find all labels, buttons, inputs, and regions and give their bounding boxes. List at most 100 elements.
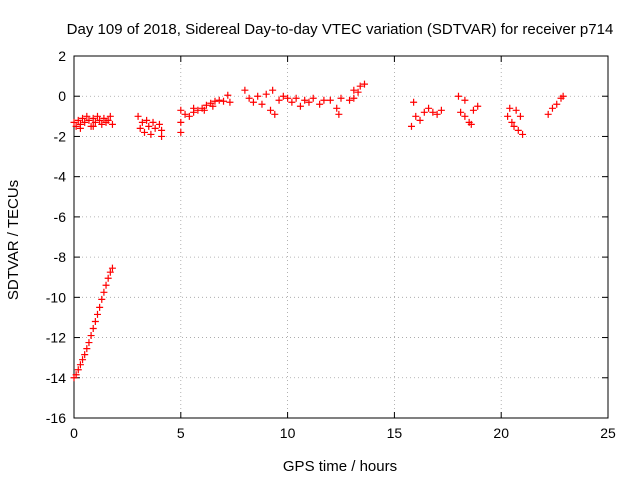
data-point-marker — [89, 325, 97, 333]
data-point-marker — [108, 264, 116, 272]
data-point-marker — [93, 112, 101, 120]
data-point-marker — [72, 122, 80, 130]
data-point-marker — [93, 310, 101, 318]
data-point-marker — [140, 128, 148, 136]
data-points — [70, 80, 567, 382]
y-tick-label: -4 — [54, 169, 67, 185]
data-point-marker — [461, 96, 469, 104]
data-point-marker — [200, 106, 208, 114]
data-point-marker — [275, 96, 283, 104]
data-point-marker — [155, 120, 163, 128]
data-point-marker — [407, 122, 415, 130]
data-point-marker — [410, 98, 418, 106]
data-point-marker — [224, 91, 232, 99]
data-point-marker — [147, 130, 155, 138]
data-point-marker — [136, 124, 144, 132]
data-point-marker — [429, 108, 437, 116]
data-point-marker — [301, 96, 309, 104]
data-point-marker — [292, 94, 300, 102]
data-point-marker — [143, 116, 151, 124]
data-point-marker — [454, 92, 462, 100]
x-tick-label: 10 — [280, 425, 296, 441]
data-point-marker — [245, 94, 253, 102]
data-point-marker — [76, 361, 84, 369]
data-point-marker — [87, 332, 95, 340]
data-point-marker — [81, 118, 89, 126]
x-tick-label: 0 — [70, 425, 78, 441]
data-point-marker — [106, 268, 114, 276]
data-point-marker — [190, 104, 198, 112]
data-point-marker — [346, 96, 354, 104]
x-tick-label: 25 — [600, 425, 616, 441]
data-point-marker — [149, 118, 157, 126]
data-point-marker — [181, 110, 189, 118]
data-point-marker — [108, 120, 116, 128]
data-point-marker — [320, 96, 328, 104]
data-point-marker — [96, 303, 104, 311]
data-point-marker — [437, 106, 445, 114]
data-point-marker — [194, 106, 202, 114]
data-point-marker — [81, 351, 89, 359]
data-point-marker — [70, 118, 78, 126]
data-point-marker — [420, 108, 428, 116]
data-point-marker — [316, 100, 324, 108]
data-point-marker — [79, 114, 87, 122]
y-tick-label: -2 — [54, 128, 67, 144]
data-point-marker — [333, 104, 341, 112]
data-point-marker — [83, 345, 91, 353]
x-axis-label: GPS time / hours — [283, 458, 397, 475]
data-point-marker — [220, 97, 228, 105]
data-point-marker — [177, 118, 185, 126]
data-point-marker — [309, 94, 317, 102]
data-point-marker — [354, 88, 362, 96]
data-point-marker — [512, 106, 520, 114]
data-point-marker — [158, 132, 166, 140]
data-point-marker — [514, 126, 522, 134]
data-point-marker — [145, 122, 153, 130]
data-point-marker — [215, 96, 223, 104]
data-point-marker — [89, 122, 97, 130]
data-point-marker — [241, 86, 249, 94]
x-tick-label: 20 — [493, 425, 509, 441]
data-point-marker — [177, 106, 185, 114]
y-tick-label: -6 — [54, 209, 67, 225]
data-point-marker — [91, 118, 99, 126]
y-tick-label: -12 — [46, 330, 66, 346]
data-point-marker — [100, 288, 108, 296]
data-point-marker — [508, 118, 516, 126]
data-point-marker — [284, 94, 292, 102]
data-point-marker — [91, 317, 99, 325]
y-tick-label: -14 — [46, 370, 66, 386]
data-point-marker — [134, 112, 142, 120]
data-point-marker — [209, 102, 217, 110]
data-point-marker — [305, 98, 313, 106]
data-point-marker — [262, 90, 270, 98]
data-point-marker — [474, 102, 482, 110]
data-point-marker — [98, 120, 106, 128]
data-point-marker — [519, 130, 527, 138]
data-point-marker — [74, 116, 82, 124]
data-point-marker — [469, 106, 477, 114]
data-point-marker — [96, 116, 104, 124]
x-tick-label: 15 — [387, 425, 403, 441]
data-point-marker — [326, 96, 334, 104]
data-point-marker — [185, 112, 193, 120]
data-point-marker — [74, 366, 82, 374]
y-tick-label: -16 — [46, 410, 66, 426]
data-point-marker — [249, 98, 257, 106]
grid-layer — [74, 56, 608, 418]
data-point-marker — [258, 100, 266, 108]
data-point-marker — [279, 92, 287, 100]
data-point-marker — [416, 116, 424, 124]
data-point-marker — [267, 106, 275, 114]
chart-title: Day 109 of 2018, Sidereal Day-to-day VTE… — [67, 21, 614, 38]
data-point-marker — [89, 114, 97, 122]
data-point-marker — [79, 356, 87, 364]
data-point-marker — [288, 98, 296, 106]
data-point-marker — [544, 110, 552, 118]
data-point-marker — [151, 124, 159, 132]
data-point-marker — [457, 108, 465, 116]
data-point-marker — [360, 80, 368, 88]
data-point-marker — [138, 118, 146, 126]
